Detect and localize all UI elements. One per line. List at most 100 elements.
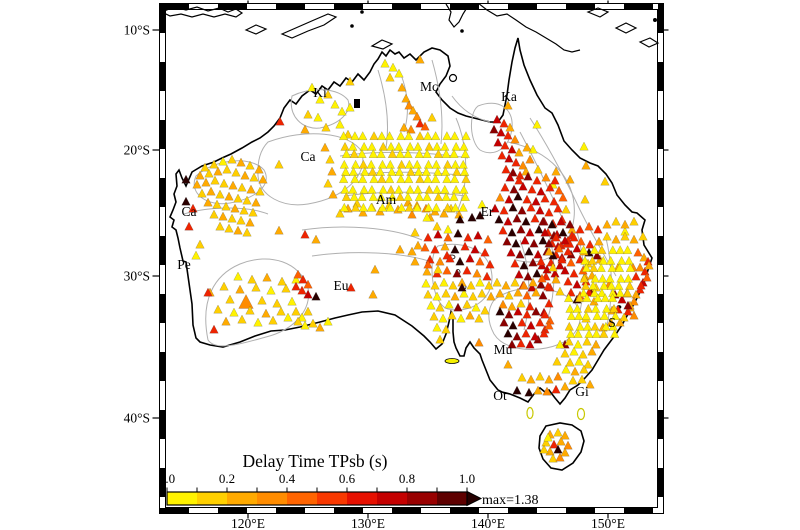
station-marker: [538, 216, 548, 226]
station-marker: [544, 207, 554, 217]
station-marker: [394, 184, 404, 194]
region-label: Ca: [182, 204, 197, 219]
region-label: Ot: [493, 388, 507, 403]
station-marker: [547, 219, 557, 229]
station-marker: [181, 174, 191, 184]
station-marker: [623, 273, 633, 283]
station-marker: [385, 72, 395, 82]
station-marker: [219, 281, 229, 291]
station-marker: [359, 141, 369, 151]
station-marker: [556, 216, 566, 226]
station-marker: [599, 329, 609, 338]
station-marker: [605, 273, 615, 283]
station-marker: [598, 255, 608, 265]
station-marker: [308, 318, 318, 328]
station-marker: [518, 160, 528, 170]
station-marker: [184, 221, 194, 231]
station-marker: [610, 329, 620, 338]
station-marker: [566, 329, 576, 338]
station-marker: [494, 214, 504, 224]
station-marker: [432, 291, 442, 301]
station-marker: [323, 316, 333, 326]
station-marker: [521, 328, 531, 338]
islet-dot1: [350, 24, 354, 28]
station-marker: [303, 279, 313, 289]
station-marker: [566, 311, 576, 320]
station-marker: [600, 293, 610, 302]
station-marker: [507, 144, 517, 154]
station-marker: [580, 194, 590, 204]
station-marker: [570, 366, 580, 376]
tasmania-coastline: [538, 422, 585, 471]
station-marker: [459, 141, 469, 151]
station-marker: [525, 339, 535, 349]
station-marker: [242, 195, 252, 205]
station-marker: [528, 277, 538, 287]
station-marker: [573, 329, 583, 338]
station-marker: [209, 324, 219, 334]
station-marker: [589, 245, 600, 254]
station-marker: [415, 131, 425, 140]
king-island: [526, 406, 534, 420]
station-marker: [465, 253, 475, 263]
station-marker: [561, 204, 571, 214]
station-marker: [298, 274, 308, 284]
station-marker: [407, 209, 417, 219]
station-marker: [587, 346, 597, 356]
station-marker: [245, 217, 255, 227]
station-marker: [523, 171, 533, 181]
station-marker: [359, 184, 369, 194]
station-marker: [195, 170, 205, 180]
station-marker: [542, 386, 552, 396]
islet-dot5: [652, 18, 657, 23]
station-marker: [533, 249, 543, 259]
station-marker: [553, 371, 563, 381]
station-marker: [268, 315, 278, 325]
station-marker: [423, 131, 433, 140]
station-marker: [219, 178, 229, 188]
station-marker: [467, 212, 477, 222]
station-marker: [602, 303, 612, 313]
station-marker: [635, 262, 645, 272]
station-marker: [276, 306, 286, 316]
station-marker: [496, 127, 506, 137]
station-marker: [497, 150, 507, 160]
station-marker: [412, 202, 422, 212]
frame-outer-line: [159, 3, 664, 514]
colorbar-tick-label: 0.6: [339, 471, 356, 486]
station-marker: [414, 192, 424, 201]
station-marker: [357, 149, 367, 158]
station-marker: [433, 264, 443, 274]
station-marker: [303, 289, 313, 299]
station-marker: [404, 174, 414, 183]
station-marker: [504, 309, 514, 319]
station-marker: [396, 174, 406, 183]
station-marker: [303, 306, 313, 316]
station-marker: [215, 221, 225, 231]
station-marker: [524, 246, 534, 256]
station-marker: [368, 167, 378, 176]
station-marker: [631, 271, 641, 281]
station-marker: [432, 141, 442, 151]
station-marker: [435, 334, 445, 344]
station-marker: [581, 160, 591, 170]
station-marker: [458, 202, 468, 212]
station-marker: [221, 201, 231, 211]
station-marker: [461, 131, 471, 140]
station-marker: [432, 221, 442, 231]
region-label: Ki: [313, 85, 327, 100]
station-marker: [387, 192, 397, 201]
station-marker: [415, 174, 425, 183]
station-marker: [341, 192, 351, 201]
station-marker: [575, 224, 585, 234]
station-marker: [636, 280, 646, 290]
station-marker: [435, 302, 445, 312]
station-marker: [386, 184, 396, 194]
lon-tick-label: 150°E: [591, 516, 625, 530]
station-marker: [543, 432, 553, 442]
station-marker: [261, 308, 271, 318]
station-marker: [540, 193, 550, 203]
station-marker: [475, 277, 485, 287]
station-marker: [465, 310, 475, 320]
station-marker: [471, 302, 481, 312]
